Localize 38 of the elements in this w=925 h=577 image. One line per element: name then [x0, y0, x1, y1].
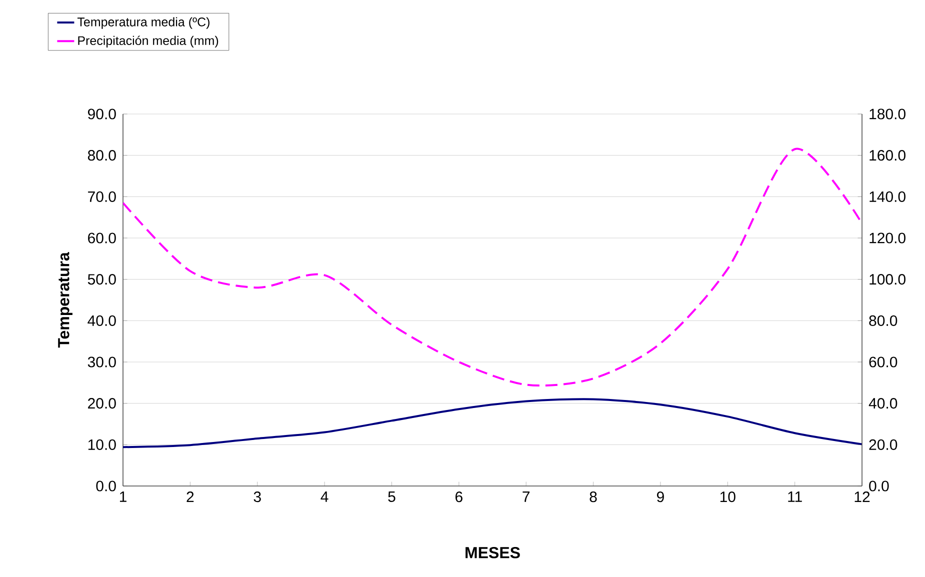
x-tick-label: 10: [720, 492, 736, 502]
y-axis-title: Temperatura: [58, 252, 72, 348]
x-axis-title: MESES: [466, 546, 520, 558]
y-tick-label: 10.0: [88, 439, 116, 450]
x-tick-label: 12: [854, 492, 870, 502]
y2-tick-label: 0.0: [869, 480, 889, 492]
x-tick-label: 11: [788, 492, 802, 502]
y2-tick-label: 20.0: [869, 439, 898, 450]
y-tick-label: 0.0: [96, 480, 116, 492]
y-tick-label: 90.0: [88, 108, 116, 120]
x-tick-label: 5: [388, 492, 396, 502]
y2-tick-label: 100.0: [870, 274, 906, 285]
y2-tick-label: 80.0: [869, 315, 898, 326]
x-tick-label: 2: [186, 492, 194, 502]
y-tick-label: 60.0: [88, 232, 116, 244]
y-tick-label: 50.0: [88, 274, 116, 285]
legend-label: Temperatura media (ºC): [77, 17, 210, 29]
line-series: [123, 398, 862, 448]
y-tick-label: 20.0: [88, 398, 116, 409]
x-tick-label: 9: [656, 492, 664, 502]
y-tick-label: 70.0: [88, 191, 116, 202]
line-series: [123, 148, 862, 387]
x-tick-label: 1: [120, 492, 126, 502]
y-tick-label: 30.0: [88, 356, 116, 368]
y-tick-label: 40.0: [88, 315, 116, 326]
y2-tick-label: 60.0: [869, 356, 898, 368]
y2-tick-label: 180.0: [870, 108, 906, 120]
y2-tick-label: 140.0: [870, 191, 906, 202]
x-tick-label: 6: [456, 492, 462, 502]
x-tick-label: 8: [590, 492, 597, 502]
y-tick-label: 80.0: [88, 150, 116, 161]
y2-tick-label: 160.0: [870, 150, 906, 161]
x-tick-label: 4: [320, 492, 328, 502]
x-tick-label: 7: [522, 492, 530, 502]
y2-tick-label: 40.0: [868, 398, 898, 409]
x-tick-label: 3: [254, 492, 261, 502]
y2-tick-label: 120.0: [870, 232, 906, 244]
legend-label: Precipitación media (mm): [78, 36, 218, 48]
